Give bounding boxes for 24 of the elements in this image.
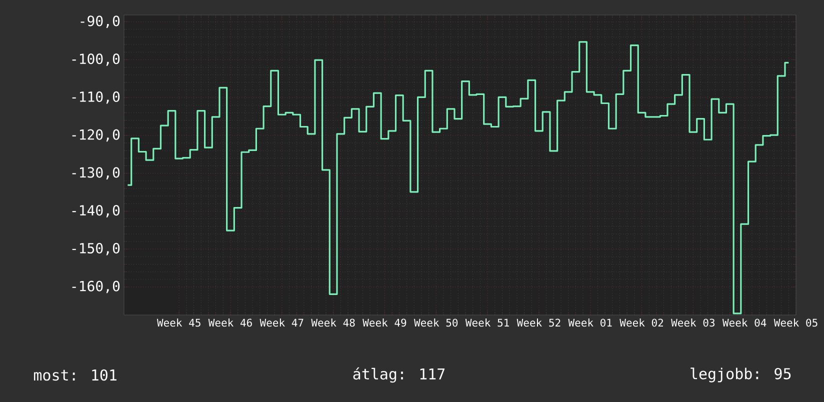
x-tick-label: Week 45 [156, 318, 200, 327]
text: átlag: 117 [353, 367, 445, 383]
y-tick-label: -160,0 [72, 280, 120, 294]
x-tick-label: Week 49 [362, 318, 406, 327]
x-tick-label: Week 04 [722, 318, 766, 327]
x-tick-label: Week 51 [465, 318, 509, 327]
y-tick-label: -140,0 [72, 205, 120, 218]
y-tick-label: -100,0 [72, 54, 120, 66]
x-tick-label: Week 52 [516, 318, 560, 327]
text: legjobb: 95 [690, 368, 791, 382]
x-tick-label: Week 46 [208, 318, 252, 327]
y-tick-label: -130,0 [72, 167, 120, 180]
x-tick-label: Week 01 [568, 318, 612, 327]
y-tick-label: -90,0 [80, 16, 120, 28]
x-tick-label: Week 03 [671, 318, 715, 327]
x-tick-label: Week 02 [620, 318, 663, 327]
x-tick-label: Week 50 [414, 318, 458, 327]
y-tick-label: -120,0 [72, 129, 120, 142]
x-tick-label: Week 47 [260, 318, 304, 327]
x-tick-label: Week 48 [311, 318, 355, 327]
y-tick-label: -150,0 [72, 242, 120, 256]
x-tick-label: Week 05 [774, 318, 818, 327]
y-tick-label: -110,0 [72, 91, 120, 104]
text: most: 101 [34, 369, 116, 381]
